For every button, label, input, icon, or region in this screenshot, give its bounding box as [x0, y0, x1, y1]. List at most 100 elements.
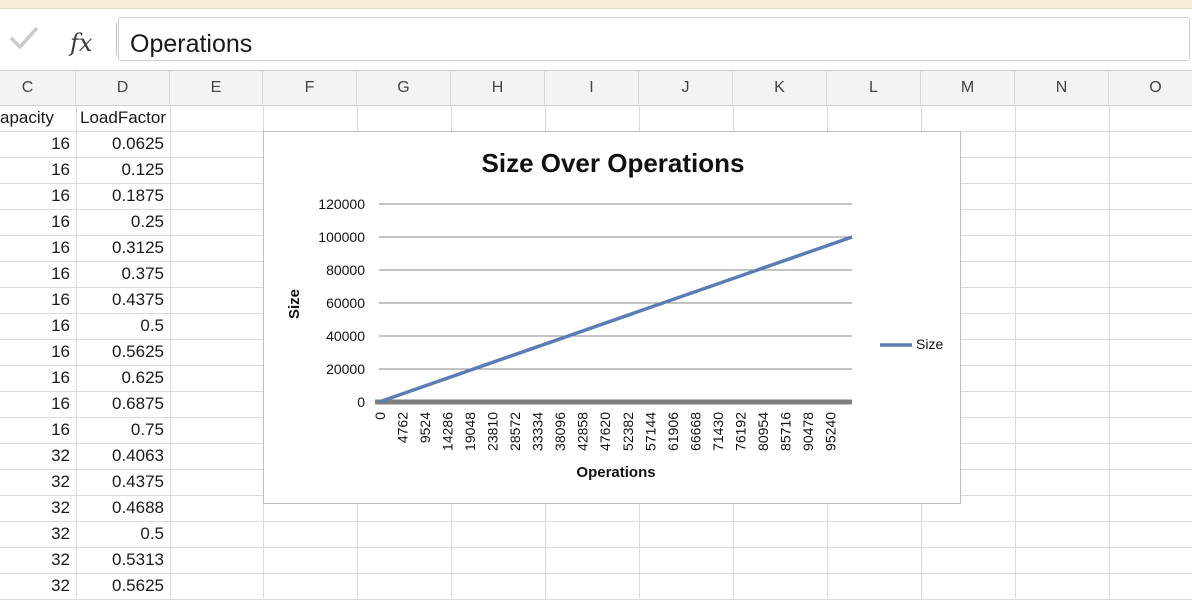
formula-bar: fx Operations — [0, 9, 1192, 65]
cell-load-factor[interactable]: 0.25 — [130, 212, 164, 231]
cell-capacity[interactable]: 32 — [51, 472, 70, 491]
column-header-m[interactable]: M — [921, 71, 1015, 105]
cell-capacity[interactable]: 32 — [51, 446, 70, 465]
cell-capacity[interactable]: 16 — [51, 134, 70, 153]
x-tick-label: 47620 — [597, 412, 613, 451]
x-tick-label: 85716 — [777, 412, 793, 451]
header-capacity[interactable]: apacity — [0, 108, 54, 127]
x-tick-label: 71430 — [710, 412, 726, 451]
cell-load-factor[interactable]: 0.3125 — [112, 238, 164, 257]
column-header-i[interactable]: I — [545, 71, 639, 105]
grid-column-line — [170, 105, 171, 598]
y-tick-label: 80000 — [326, 262, 365, 278]
x-tick-label: 14286 — [440, 412, 456, 451]
y-tick-label: 120000 — [318, 196, 365, 212]
x-tick-label: 4762 — [395, 412, 411, 443]
cell-capacity[interactable]: 16 — [51, 212, 70, 231]
cell-capacity[interactable]: 16 — [51, 316, 70, 335]
column-header-c[interactable]: C — [0, 71, 76, 105]
grid-row-line — [0, 547, 1192, 548]
cell-capacity[interactable]: 16 — [51, 420, 70, 439]
check-icon[interactable] — [6, 23, 42, 53]
x-tick-label: 33334 — [530, 412, 546, 451]
column-header-n[interactable]: N — [1015, 71, 1109, 105]
x-tick-label: 61906 — [665, 412, 681, 451]
column-header-d[interactable]: D — [76, 71, 170, 105]
cell-capacity[interactable]: 16 — [51, 368, 70, 387]
x-tick-label: 90478 — [800, 412, 816, 451]
cell-load-factor[interactable]: 0.625 — [121, 368, 164, 387]
cell-capacity[interactable]: 16 — [51, 238, 70, 257]
cell-load-factor[interactable]: 0.5625 — [112, 576, 164, 595]
x-axis-title: Operations — [576, 464, 655, 481]
x-tick-label: 38096 — [552, 412, 568, 451]
chart-title: Size Over Operations — [482, 148, 745, 178]
formula-separator — [116, 23, 117, 55]
cell-capacity[interactable]: 32 — [51, 498, 70, 517]
cell-load-factor[interactable]: 0.4375 — [112, 472, 164, 491]
cell-load-factor[interactable]: 0.0625 — [112, 134, 164, 153]
cell-capacity[interactable]: 16 — [51, 394, 70, 413]
grid-column-line — [1015, 105, 1016, 598]
x-tick-label: 95240 — [822, 412, 838, 451]
y-axis-title: Size — [286, 289, 303, 319]
cell-load-factor[interactable]: 0.1875 — [112, 186, 164, 205]
grid-column-line — [76, 105, 77, 598]
x-tick-label: 76192 — [732, 412, 748, 451]
cell-load-factor[interactable]: 0.5 — [140, 524, 164, 543]
formula-value[interactable]: Operations — [130, 30, 253, 58]
grid-row-line — [0, 573, 1192, 574]
x-tick-label: 42858 — [575, 412, 591, 451]
y-tick-label: 0 — [357, 394, 365, 410]
y-tick-label: 20000 — [326, 361, 365, 377]
x-tick-label: 28572 — [507, 412, 523, 451]
column-header-f[interactable]: F — [263, 71, 357, 105]
header-load-factor[interactable]: LoadFactor — [80, 108, 166, 127]
y-tick-label: 100000 — [318, 229, 365, 245]
cell-load-factor[interactable]: 0.4063 — [112, 446, 164, 465]
column-header-l[interactable]: L — [827, 71, 921, 105]
cell-load-factor[interactable]: 0.4688 — [112, 498, 164, 517]
x-tick-label: 23810 — [485, 412, 501, 451]
size-over-operations-chart[interactable]: Size Over Operations 0 20000 40000 60000 8000… — [263, 131, 961, 504]
column-header-o[interactable]: O — [1109, 71, 1192, 105]
column-header-e[interactable]: E — [170, 71, 263, 105]
cell-capacity[interactable]: 16 — [51, 186, 70, 205]
cell-capacity[interactable]: 32 — [51, 524, 70, 543]
column-header-g[interactable]: G — [357, 71, 451, 105]
x-tick-label: 66668 — [687, 412, 703, 451]
cell-capacity[interactable]: 16 — [51, 342, 70, 361]
x-tick-label: 0 — [372, 412, 388, 420]
cell-load-factor[interactable]: 0.5 — [140, 316, 164, 335]
cell-load-factor[interactable]: 0.6875 — [112, 394, 164, 413]
cell-load-factor[interactable]: 0.75 — [130, 420, 164, 439]
column-header-h[interactable]: H — [451, 71, 545, 105]
cell-capacity[interactable]: 16 — [51, 264, 70, 283]
cell-capacity[interactable]: 16 — [51, 290, 70, 309]
cell-load-factor[interactable]: 0.125 — [121, 160, 164, 179]
cell-capacity[interactable]: 32 — [51, 550, 70, 569]
column-header-k[interactable]: K — [733, 71, 827, 105]
y-tick-label: 60000 — [326, 295, 365, 311]
x-tick-label: 80954 — [755, 412, 771, 451]
cell-load-factor[interactable]: 0.5625 — [112, 342, 164, 361]
series-line-size — [378, 235, 853, 404]
cell-capacity[interactable]: 32 — [51, 576, 70, 595]
fx-icon[interactable]: fx — [70, 29, 93, 57]
grid-column-line — [1109, 105, 1110, 598]
legend-label: Size — [916, 336, 943, 352]
x-tick-label: 52382 — [620, 412, 636, 451]
chart-canvas: Size Over Operations 0 20000 40000 60000 8000… — [286, 148, 943, 481]
x-tick-label: 57144 — [642, 412, 658, 451]
formula-input[interactable] — [118, 17, 1190, 61]
window-top-strip — [0, 0, 1192, 9]
column-header-j[interactable]: J — [639, 71, 733, 105]
y-tick-label: 40000 — [326, 328, 365, 344]
cell-capacity[interactable]: 16 — [51, 160, 70, 179]
cell-load-factor[interactable]: 0.4375 — [112, 290, 164, 309]
cell-load-factor[interactable]: 0.5313 — [112, 550, 164, 569]
cell-load-factor[interactable]: 0.375 — [121, 264, 164, 283]
grid-row-line — [0, 521, 1192, 522]
x-tick-label: 9524 — [417, 412, 433, 443]
